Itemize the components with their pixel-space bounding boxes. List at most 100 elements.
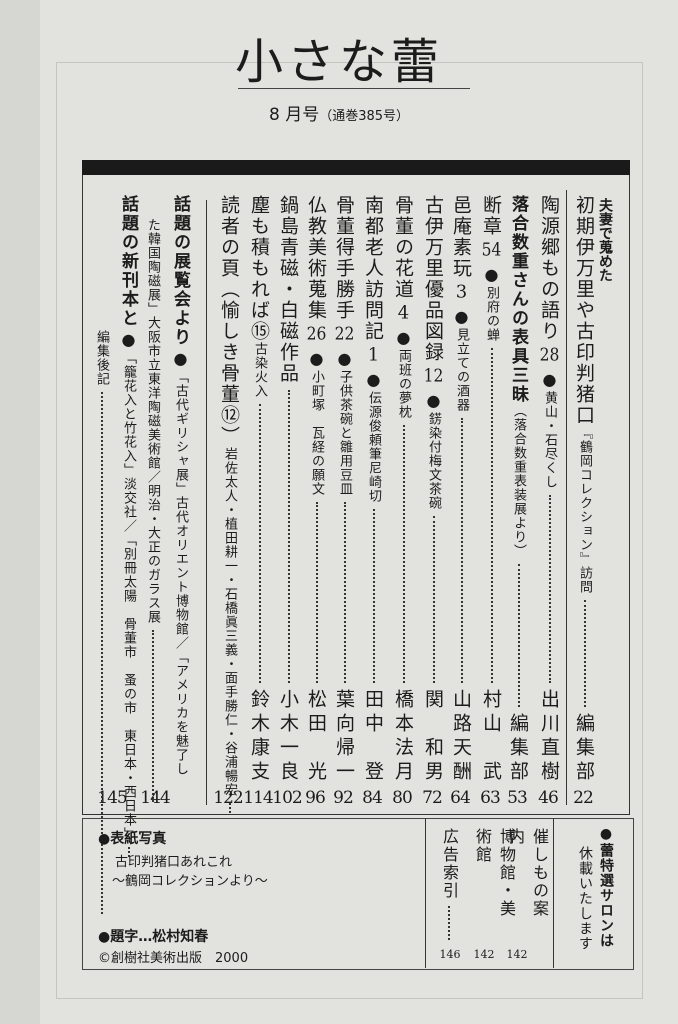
entry-page-number: 144 — [140, 788, 170, 808]
calligraphy-credit: ●題字…松村知春 — [98, 929, 209, 945]
bullet-icon: ● — [335, 349, 354, 368]
toc-entry: 陶源郷もの語り 28 ● 黄山・石尽くし 出川直樹 — [536, 195, 563, 785]
entry-subtitle: 小町塚 瓦経の願文 — [309, 370, 324, 496]
entry-subtitle: 黄山・石尽くし — [542, 391, 557, 489]
entry-page-number: 96 — [305, 788, 326, 808]
index-page: 142 — [473, 948, 495, 961]
title-rule — [238, 88, 470, 89]
leader-dots — [127, 847, 130, 857]
leader-dots — [490, 348, 493, 683]
cover-photo-subtitle: 〜鶴岡コレクションより〜 — [112, 874, 268, 889]
column-divider — [566, 190, 567, 805]
entry-author: 葉向帰一 — [333, 689, 355, 785]
entry-number: 22 — [334, 325, 355, 343]
contents-box — [82, 160, 630, 815]
entry-subtitle: 子供茶碗と雛用豆皿 — [337, 370, 352, 496]
leader-dots — [448, 906, 450, 940]
entry-page-number: 114 — [243, 788, 273, 808]
bullet-icon: ● — [540, 370, 559, 389]
bullet-icon: ● — [452, 307, 471, 326]
entry-subtitle: 見立ての酒器 — [454, 328, 469, 412]
index-events: 催しもの案内 — [503, 828, 551, 946]
toc-entry: た韓国陶磁展」大阪市立東洋陶磁美術館／明治・大正のガラス展 — [143, 218, 162, 808]
entry-author: 編集部 — [507, 713, 529, 785]
toc-entry: 鍋島青磁・白磁作品 小木一良 — [275, 195, 302, 785]
index-label: 博物館・美術館 — [473, 828, 516, 918]
salon-notice: ●蕾特選サロンは — [598, 826, 614, 948]
entry-title: 古伊万里優品図録 — [422, 195, 444, 363]
entry-page-number: 72 — [422, 788, 443, 808]
bullet-icon: ● — [171, 349, 190, 368]
entry-author: 出川直樹 — [538, 689, 560, 785]
entry-author: 関 和男 — [422, 689, 444, 785]
entry-subtitle: 『鶴岡コレクション』訪問 — [577, 426, 592, 594]
issue-month: 8 月号 — [268, 105, 320, 125]
entry-subtitle: 別府の蝉 — [484, 286, 499, 342]
bullet-icon: ● — [482, 265, 501, 284]
toc-entry: 断章 54 ● 別府の蝉 村山 武 — [478, 195, 505, 785]
toc-entry: 骨董得手勝手 22 ● 子供茶碗と雛用豆皿葉向帰一 — [331, 195, 358, 785]
entry-author: 編集部 — [573, 713, 595, 785]
index-page: 146 — [439, 948, 461, 961]
leader-dots — [258, 404, 261, 683]
toc-entry: 仏教美術蒐集 26 ● 小町塚 瓦経の願文 松田 光 — [303, 195, 330, 785]
entry-author: 山路天酬 — [450, 689, 472, 785]
bullet-icon: ● — [119, 330, 138, 349]
index-page: 142 — [506, 948, 528, 961]
entry-number: 26 — [306, 325, 327, 343]
toc-entry: 編集後記 — [92, 330, 111, 920]
entry-title: 初期伊万里や古印判猪口 — [573, 195, 595, 426]
colophon-divider — [425, 818, 426, 968]
entry-number: 1 — [367, 346, 380, 364]
entry-title: 話題の新刊本と — [118, 195, 138, 328]
toc-entry: 読者の頁（愉しき骨董⑫） 岩佐太人・植田耕一・石橋眞三義・面手勝仁・谷浦暢宏 — [216, 195, 243, 813]
entry-title: 話題の展覧会より — [170, 195, 190, 347]
copyright: ©創樹社美術出版 2000 — [98, 951, 249, 966]
entry-author: 松田 光 — [305, 689, 327, 785]
entry-page-number: 84 — [362, 788, 383, 808]
colophon-box — [82, 818, 634, 970]
toc-entry: 初期伊万里や古印判猪口 『鶴岡コレクション』訪問編集部 — [571, 195, 598, 785]
entry-number: 3 — [455, 283, 468, 301]
page-edge — [56, 62, 643, 999]
toc-entry: 骨董の花道 4 ● 両班の夢枕 橋本法月 — [390, 195, 417, 785]
entry-number: 12 — [423, 367, 444, 385]
entry-page-number: 63 — [480, 788, 501, 808]
entry-subtitle: 伝源俊頼筆尼崎切 — [366, 391, 381, 503]
entry-title: 骨董得手勝手 — [333, 195, 355, 321]
entry-page-number: 46 — [538, 788, 559, 808]
entry-subtitle: 岩佐太人・植田耕一・石橋眞三義・面手勝仁・谷浦暢宏 — [222, 447, 237, 797]
index-label: 広告索引 — [440, 828, 459, 900]
entry-kicker: 夫妻で蒐めた — [597, 198, 613, 282]
cover-photo-title: 古印判猪口あれこれ — [115, 855, 233, 870]
entry-author: 橋本法月 — [392, 689, 414, 785]
leader-dots — [460, 418, 463, 683]
entry-number: 54 — [481, 241, 502, 259]
salon-notice-detail: 休載いたします — [577, 846, 593, 951]
entry-page-number: 53 — [507, 788, 528, 808]
toc-entry: 古伊万里優品図録 12 ● 錺染付梅文茶碗関 和男 — [420, 195, 447, 785]
issue-volume: （通巻385号） — [319, 109, 410, 124]
entry-page-number: 145 — [97, 788, 127, 808]
bullet-icon: ● — [394, 328, 413, 347]
entry-title: 塵も積もれば⑮ — [248, 195, 270, 342]
entry-author: 村山 武 — [480, 689, 502, 785]
entry-subtitle: 「籠花入と竹花入」淡交社／「別冊太陽 骨董市 蚤の市 東日本・西日本」 — [121, 351, 136, 841]
index-ads: 広告索引 — [437, 828, 461, 946]
toc-entry: 塵も積もれば⑮ 古染火入 鈴木康支 — [246, 195, 273, 785]
leader-dots — [100, 392, 103, 914]
entry-title: 落合数重さんの表具三昧 — [508, 195, 528, 404]
bullet-icon: ● — [424, 391, 443, 410]
leader-dots — [517, 564, 520, 707]
entry-title: 邑庵素玩 — [450, 195, 472, 279]
entry-title: 陶源郷もの語り — [538, 195, 560, 342]
leader-dots — [228, 803, 231, 813]
leader-dots — [372, 509, 375, 683]
toc-entry: 落合数重さんの表具三昧 （落合数重表装展より） 編集部 — [505, 195, 532, 785]
entry-author: 小木一良 — [277, 689, 299, 785]
entry-page-number: 92 — [333, 788, 354, 808]
entry-subtitle: た韓国陶磁展」大阪市立東洋陶磁美術館／明治・大正のガラス展 — [145, 218, 160, 624]
entry-page-number: 102 — [272, 788, 302, 808]
entry-page-number: 80 — [392, 788, 413, 808]
entry-subtitle: 両班の夢枕 — [396, 349, 411, 419]
